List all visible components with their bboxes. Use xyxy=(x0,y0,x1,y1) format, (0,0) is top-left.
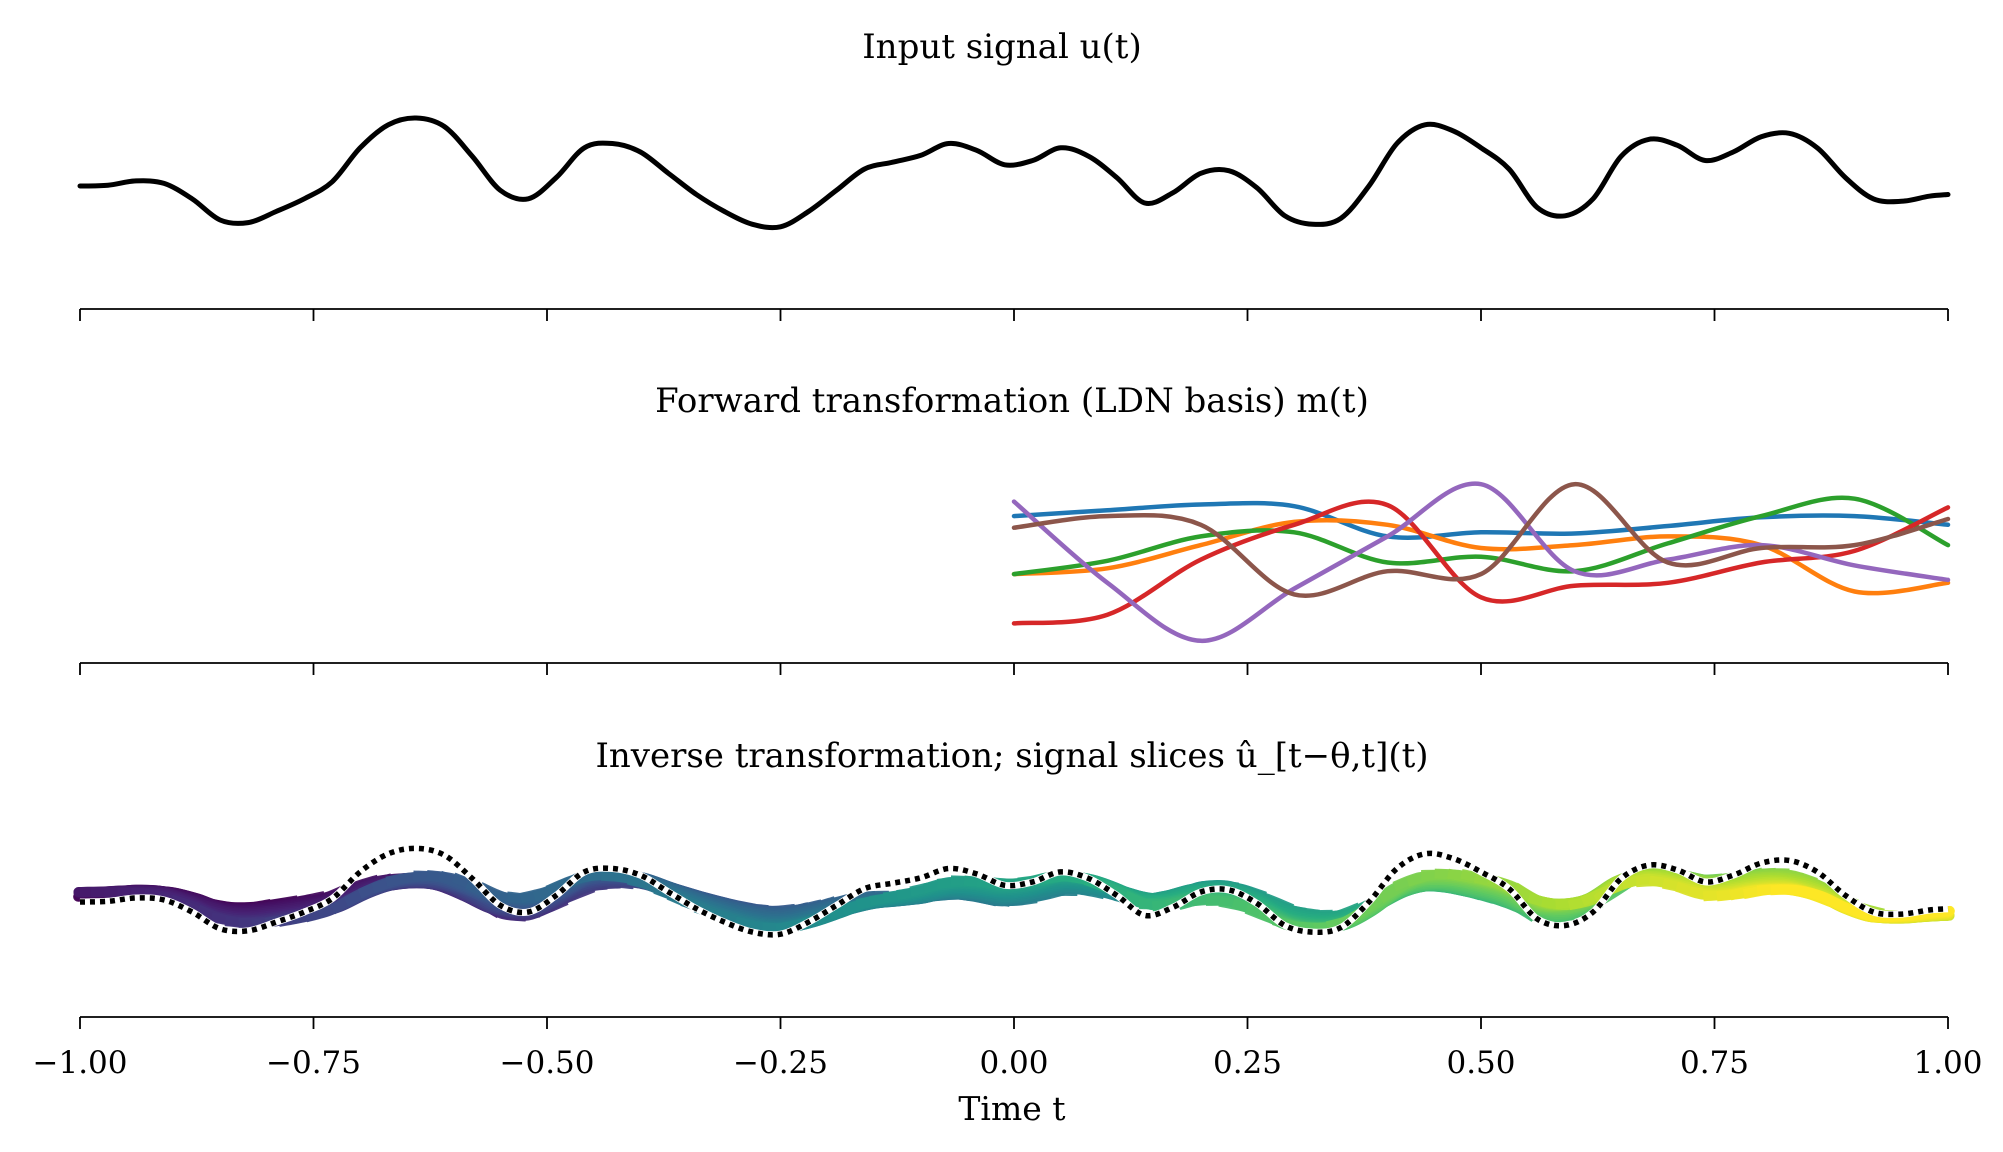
series-ldn-basis-0 xyxy=(1011,500,1951,540)
plot-area-forward xyxy=(1011,481,1951,644)
x-ticks-inverse xyxy=(79,1017,1949,1029)
series-ldn-basis-5 xyxy=(1011,481,1951,598)
x-tick-label-1: −0.75 xyxy=(266,1045,361,1081)
x-axis-label: Time t xyxy=(958,1089,1065,1128)
x-tick-label-3: −0.25 xyxy=(733,1045,828,1081)
reference-signal-dotted xyxy=(79,845,1949,938)
x-tick-label-7: 0.75 xyxy=(1680,1045,1749,1081)
panel-forward-transformation: Forward transformation (LDN basis) m(t) xyxy=(79,381,1951,675)
panel-inverse-transformation: Inverse transformation; signal slices û_… xyxy=(33,736,1983,1128)
x-tick-labels: −1.00 −0.75 −0.50 −0.25 0.00 0.25 0.50 0.75 1.00 xyxy=(33,1045,1983,1081)
panel-title-input: Input signal u(t) xyxy=(862,27,1142,67)
x-tick-label-2: −0.50 xyxy=(500,1045,595,1081)
x-tick-label-6: 0.50 xyxy=(1446,1045,1515,1081)
plot-area-input xyxy=(77,115,1951,231)
series-ldn-basis-3 xyxy=(1011,499,1951,626)
panel-input-signal: Input signal u(t) xyxy=(77,27,1951,321)
panel-title-inverse: Inverse transformation; signal slices û_… xyxy=(595,736,1428,776)
x-ticks-forward xyxy=(79,663,1949,675)
series-ldn-basis-2 xyxy=(1011,495,1951,577)
panel-title-forward: Forward transformation (LDN basis) m(t) xyxy=(655,381,1369,421)
x-tick-label-5: 0.25 xyxy=(1213,1045,1282,1081)
x-tick-label-0: −1.00 xyxy=(33,1045,128,1081)
series-input-signal xyxy=(77,115,1951,231)
x-tick-label-8: 1.00 xyxy=(1913,1045,1982,1081)
x-ticks-input xyxy=(79,309,1949,321)
plot-area-inverse xyxy=(73,844,1955,939)
x-tick-label-4: 0.00 xyxy=(979,1045,1048,1081)
